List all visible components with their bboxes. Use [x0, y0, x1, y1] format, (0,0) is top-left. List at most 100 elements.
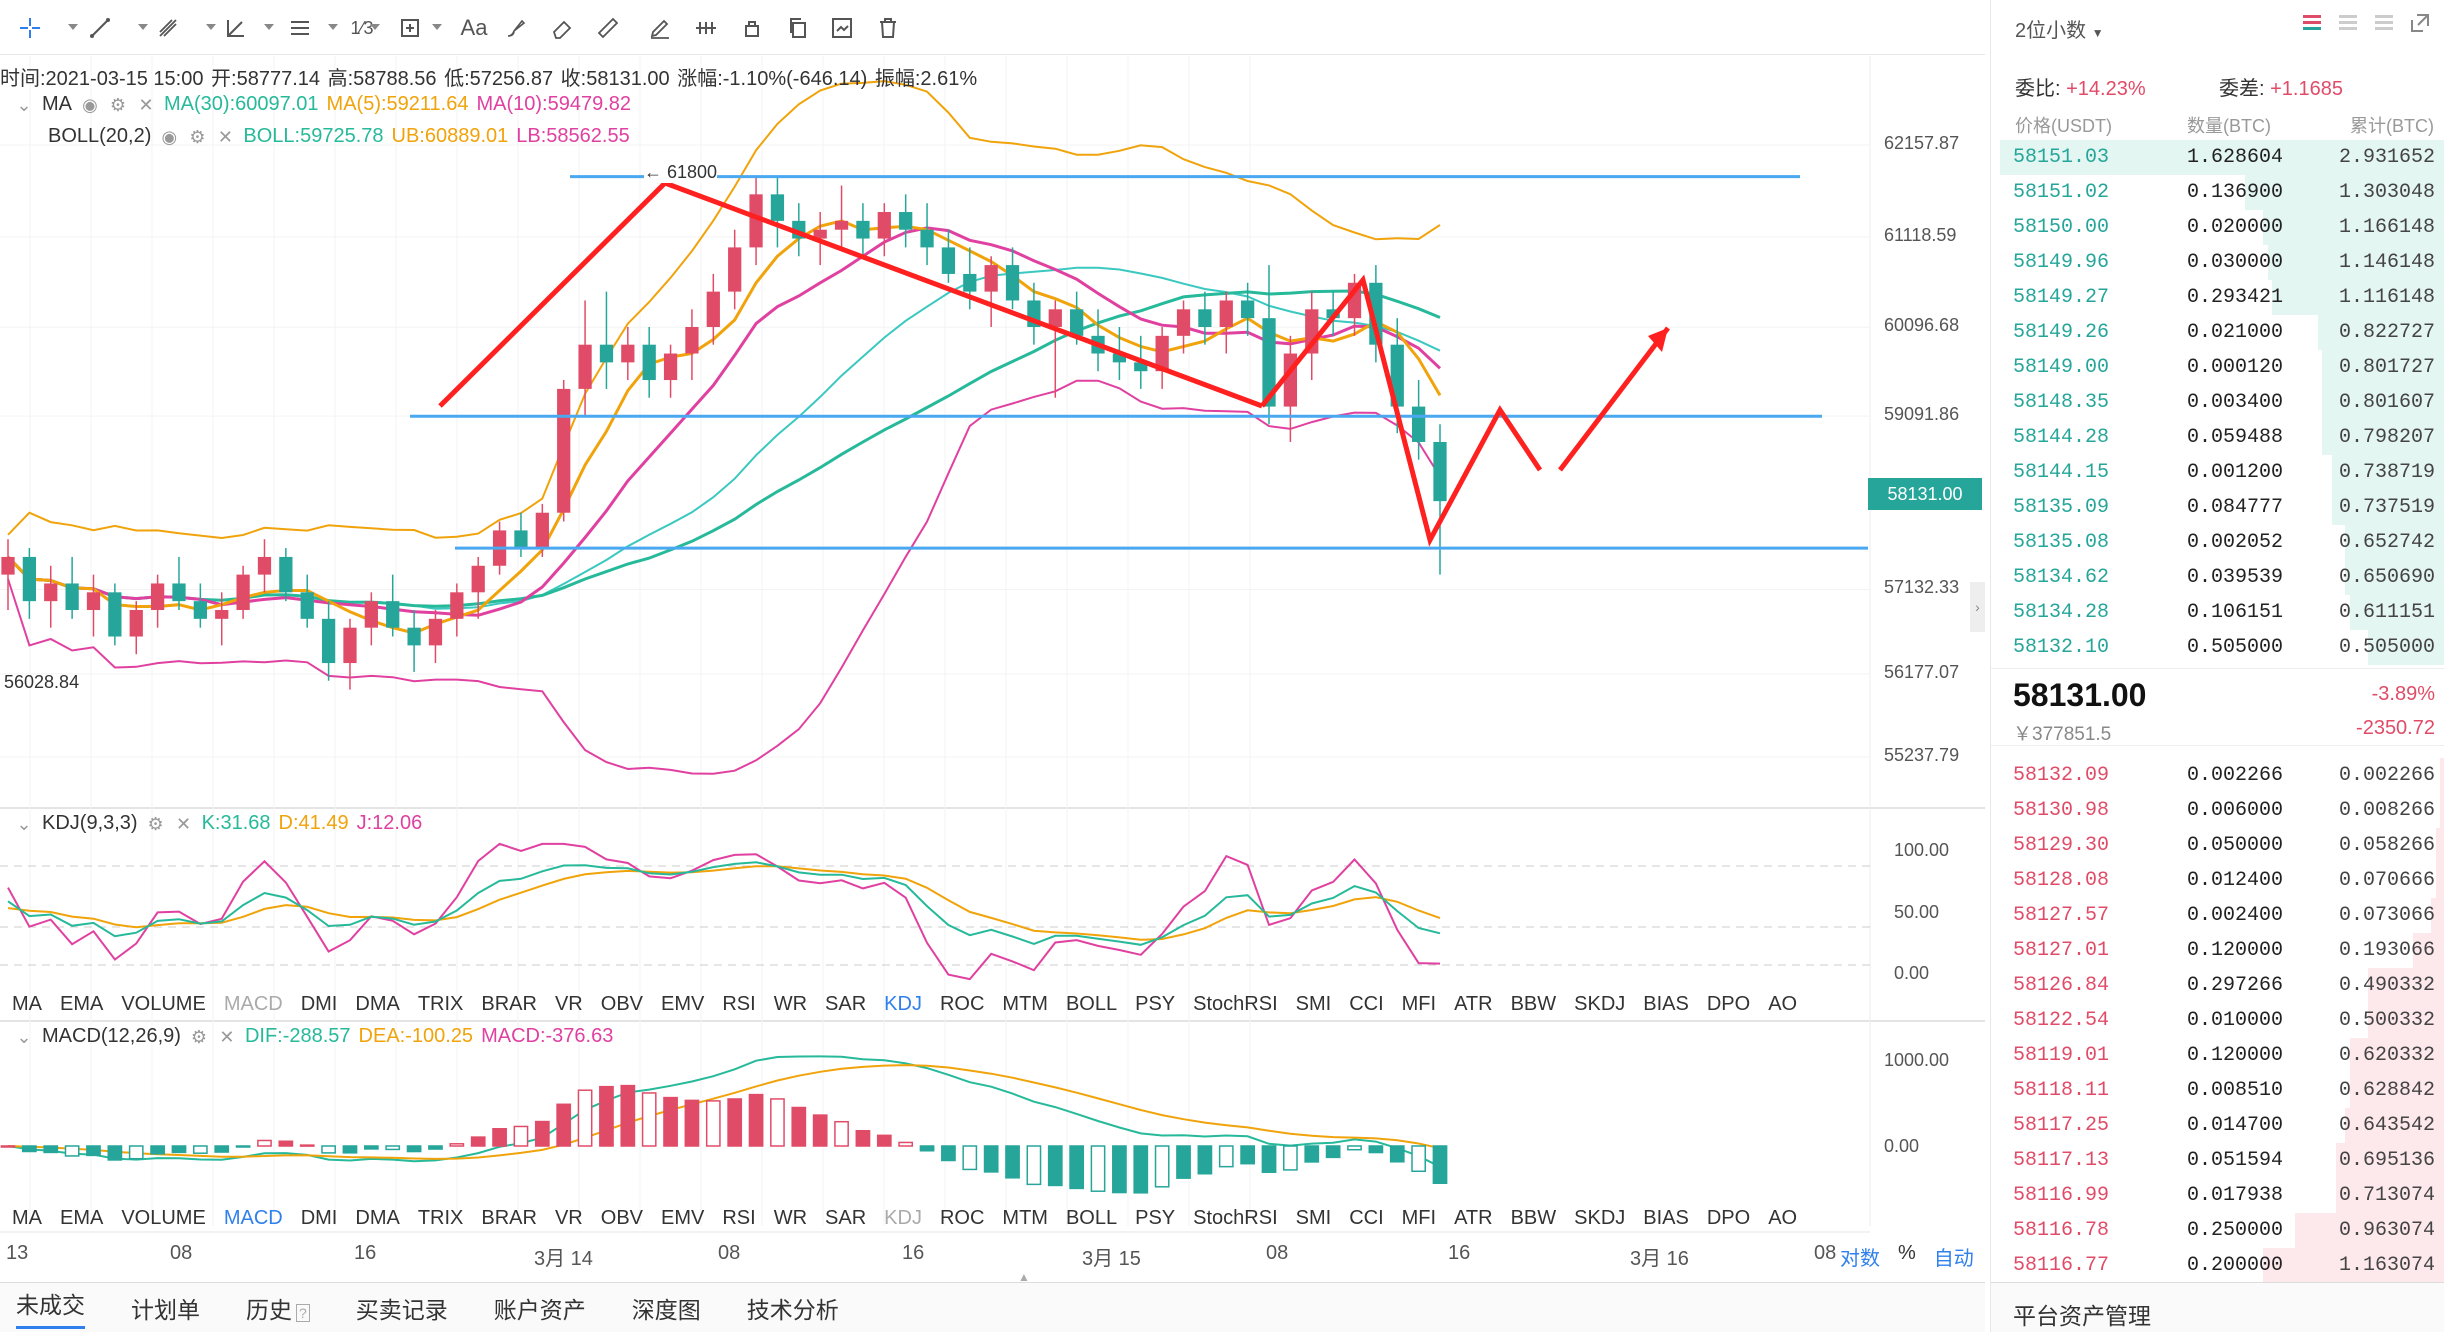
template-icon[interactable] [826, 12, 858, 44]
bid-row[interactable]: 58149.27 0.293421 1.116148 [1991, 280, 2444, 315]
copy-icon[interactable] [782, 12, 814, 44]
eye-icon[interactable]: ◉ [82, 94, 98, 115]
indicator-tab-cci[interactable]: CCI [1349, 1206, 1384, 1229]
bid-row[interactable]: 58150.00 0.020000 1.166148 [1991, 210, 2444, 245]
ask-row[interactable]: 58129.30 0.050000 0.058266 [1991, 828, 2444, 863]
collapse-icon[interactable]: ⌄ [16, 94, 32, 115]
bid-row[interactable]: 58132.10 0.505000 0.505000 [1991, 630, 2444, 665]
indicator-tab-stochrsi[interactable]: StochRSI [1193, 992, 1278, 1015]
chevron-down-icon[interactable] [68, 24, 78, 30]
parallel-icon[interactable] [284, 12, 316, 44]
indicator-tab-smi[interactable]: SMI [1295, 1206, 1332, 1229]
popout-icon[interactable] [2409, 12, 2431, 39]
indicator-tab-emv[interactable]: EMV [661, 1206, 705, 1229]
indicator-tab-boll[interactable]: BOLL [1065, 992, 1118, 1015]
indicator-tab-brar[interactable]: BRAR [481, 1206, 537, 1229]
platform-assets[interactable]: 平台资产管理 [1991, 1282, 2444, 1332]
bid-row[interactable]: 58149.26 0.021000 0.822727 [1991, 315, 2444, 350]
indicator-tab-sar[interactable]: SAR [825, 992, 867, 1015]
bid-row[interactable]: 58135.09 0.084777 0.737519 [1991, 490, 2444, 525]
chevron-down-icon[interactable] [432, 24, 442, 30]
ask-row[interactable]: 58118.11 0.008510 0.628842 [1991, 1073, 2444, 1108]
indicator-tab-mfi[interactable]: MFI [1401, 992, 1437, 1015]
settings-icon[interactable]: ⚙ [189, 126, 206, 147]
crosshair-icon[interactable] [14, 12, 46, 44]
indicator-tab-skdj[interactable]: SKDJ [1574, 992, 1626, 1015]
bid-row[interactable]: 58134.62 0.039539 0.650690 [1991, 560, 2444, 595]
indicator-tab-boll[interactable]: BOLL [1065, 1206, 1118, 1229]
settings-icon[interactable]: ⚙ [190, 1026, 207, 1047]
indicator-tab-roc[interactable]: ROC [939, 992, 985, 1015]
indicator-tab-wr[interactable]: WR [773, 1206, 808, 1229]
indicator-tab-sar[interactable]: SAR [825, 1206, 867, 1229]
brush-icon[interactable] [500, 12, 532, 44]
ask-row[interactable]: 58127.57 0.002400 0.073066 [1991, 898, 2444, 933]
chevron-up-icon[interactable]: ▲ [1018, 1270, 1030, 1284]
ask-row[interactable]: 58132.09 0.002266 0.002266 [1991, 758, 2444, 793]
fib-icon[interactable] [152, 12, 184, 44]
tab-trades[interactable]: 买卖记录 [355, 1296, 448, 1323]
tab-analysis[interactable]: 技术分析 [746, 1296, 839, 1323]
indicator-tab-psy[interactable]: PSY [1135, 1206, 1176, 1229]
indicator-tab-roc[interactable]: ROC [939, 1206, 985, 1229]
bids-only-icon[interactable] [2373, 12, 2395, 39]
pen-icon[interactable] [644, 12, 676, 44]
ask-row[interactable]: 58117.13 0.051594 0.695136 [1991, 1143, 2444, 1178]
bid-row[interactable]: 58144.28 0.059488 0.798207 [1991, 420, 2444, 455]
close-icon[interactable]: ✕ [176, 813, 192, 834]
bid-row[interactable]: 58144.15 0.001200 0.738719 [1991, 455, 2444, 490]
indicator-tab-bbw[interactable]: BBW [1510, 992, 1557, 1015]
indicator-tab-ao[interactable]: AO [1768, 1206, 1798, 1229]
pattern-icon[interactable] [690, 12, 722, 44]
indicator-tab-ema[interactable]: EMA [60, 1206, 104, 1229]
chevron-down-icon[interactable] [206, 24, 216, 30]
expand-panel-icon[interactable]: › [1970, 582, 1985, 632]
precision-select[interactable]: 2位小数 ▼ [2015, 14, 2104, 43]
eraser-icon[interactable] [546, 12, 578, 44]
indicator-tab-mtm[interactable]: MTM [1002, 1206, 1048, 1229]
log-scale-toggle[interactable]: 对数 [1840, 1248, 1880, 1270]
indicator-tab-ma[interactable]: MA [12, 1206, 42, 1229]
indicator-tab-vr[interactable]: VR [554, 992, 583, 1015]
percent-toggle[interactable]: % [1898, 1242, 1916, 1264]
text-tool-icon[interactable]: Aa [460, 15, 488, 40]
indicator-tab-dmi[interactable]: DMI [300, 1206, 338, 1229]
close-icon[interactable]: ✕ [217, 126, 233, 147]
auto-scale-toggle[interactable]: 自动 [1933, 1248, 1974, 1270]
indicator-tab-rsi[interactable]: RSI [722, 992, 756, 1015]
tab-depth[interactable]: 深度图 [631, 1296, 701, 1323]
indicator-tab-psy[interactable]: PSY [1135, 992, 1176, 1015]
indicator-tab-dpo[interactable]: DPO [1706, 1206, 1751, 1229]
collapse-icon[interactable]: ⌄ [16, 1026, 32, 1047]
indicator-tab-dma[interactable]: DMA [355, 1206, 400, 1229]
indicator-tab-atr[interactable]: ATR [1454, 1206, 1493, 1229]
indicator-tab-bbw[interactable]: BBW [1510, 1206, 1557, 1229]
indicator-tab-rsi[interactable]: RSI [722, 1206, 756, 1229]
line-icon[interactable] [84, 12, 116, 44]
bid-row[interactable]: 58149.96 0.030000 1.146148 [1991, 245, 2444, 280]
indicator-tab-macd[interactable]: MACD [223, 1206, 283, 1229]
bid-row[interactable]: 58151.03 1.628604 2.931652 [1991, 140, 2444, 175]
angle-icon[interactable] [220, 12, 252, 44]
collapse-icon[interactable]: ⌄ [16, 813, 32, 834]
tab-history[interactable]: 历史? [246, 1291, 310, 1325]
chevron-down-icon[interactable] [264, 24, 274, 30]
both-sides-icon[interactable] [2301, 12, 2323, 39]
indicator-tab-stochrsi[interactable]: StochRSI [1193, 1206, 1278, 1229]
ask-row[interactable]: 58130.98 0.006000 0.008266 [1991, 793, 2444, 828]
measure-icon[interactable] [394, 12, 426, 44]
ask-row[interactable]: 58127.01 0.120000 0.193066 [1991, 933, 2444, 968]
bid-row[interactable]: 58149.00 0.000120 0.801727 [1991, 350, 2444, 385]
eye-icon[interactable]: ◉ [161, 126, 178, 147]
indicator-tab-wr[interactable]: WR [773, 992, 808, 1015]
ask-row[interactable]: 58116.78 0.250000 0.963074 [1991, 1213, 2444, 1248]
indicator-tab-kdj[interactable]: KDJ [884, 992, 922, 1015]
indicator-tab-dpo[interactable]: DPO [1706, 992, 1751, 1015]
close-icon[interactable]: ✕ [138, 94, 154, 115]
indicator-tab-kdj[interactable]: KDJ [884, 1206, 922, 1229]
indicator-tab-atr[interactable]: ATR [1454, 992, 1493, 1015]
pitchfork-icon[interactable]: 1⁄3 [350, 17, 374, 38]
bid-row[interactable]: 58148.35 0.003400 0.801607 [1991, 385, 2444, 420]
indicator-tab-ma[interactable]: MA [12, 992, 42, 1015]
asks-only-icon[interactable] [2337, 12, 2359, 39]
